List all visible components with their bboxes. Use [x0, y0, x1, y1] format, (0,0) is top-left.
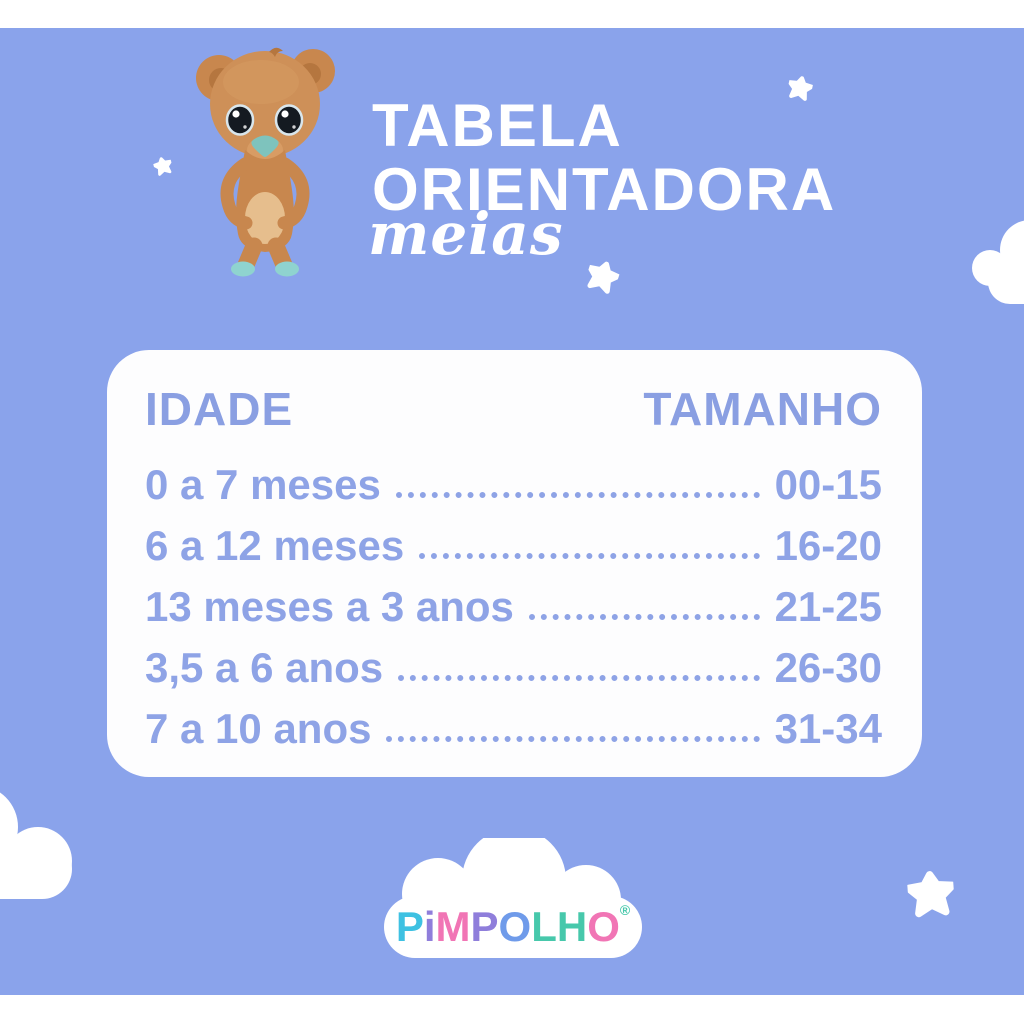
dotted-leader — [395, 492, 760, 498]
bear-legs-socks — [231, 237, 299, 277]
table-row: 3,5 a 6 anos 26-30 — [145, 637, 882, 698]
size-value: 26-30 — [774, 644, 882, 692]
size-value: 16-20 — [774, 522, 882, 570]
star-icon — [787, 76, 814, 101]
registered-trademark-icon: ® — [619, 902, 631, 918]
title-line-2: ORIENTADORA — [372, 156, 837, 223]
table-row: 0 a 7 meses 00-15 — [145, 454, 882, 515]
bear-body — [220, 150, 310, 252]
star-icon — [906, 871, 956, 918]
age-label: 3,5 a 6 anos — [145, 644, 384, 692]
dotted-leader — [386, 736, 760, 742]
age-label: 0 a 7 meses — [145, 461, 381, 509]
page-title: TABELA ORIENTADORA — [372, 94, 836, 222]
teddy-bear-mascot — [196, 47, 335, 277]
logo-letter: O — [587, 903, 620, 950]
column-header-tamanho: TAMANHO — [643, 383, 882, 435]
cloud-icon — [972, 220, 1024, 304]
star-icon — [152, 157, 173, 176]
dotted-leader — [398, 675, 760, 681]
cloud-icon — [384, 838, 642, 958]
logo-letter: P — [395, 903, 424, 950]
column-header-idade: IDADE — [145, 383, 294, 435]
logo-letter: M — [435, 903, 471, 950]
age-label: 6 a 12 meses — [145, 522, 405, 570]
cloud-icon — [0, 792, 72, 899]
dotted-leader — [528, 614, 760, 620]
brand-cloud: PiMPOLHO® — [374, 838, 652, 960]
bear-muzzle — [247, 135, 283, 163]
logo-letter: H — [556, 903, 588, 950]
poster-background: TABELA ORIENTADORA meias IDADE TAMANHO 0… — [0, 28, 1024, 995]
size-value: 21-25 — [774, 583, 882, 631]
logo-letter: O — [498, 903, 532, 950]
table-row: 7 a 10 anos 31-34 — [145, 698, 882, 759]
table-header-row: IDADE TAMANHO — [145, 384, 882, 434]
age-label: 13 meses a 3 anos — [145, 583, 514, 631]
age-label: 7 a 10 anos — [145, 705, 372, 753]
table-row: 13 meses a 3 anos 21-25 — [145, 576, 882, 637]
table-row: 6 a 12 meses 16-20 — [145, 515, 882, 576]
logo-letter: P — [470, 903, 499, 950]
logo-letter: L — [531, 903, 557, 950]
size-table-card: IDADE TAMANHO 0 a 7 meses 00-15 6 a 12 m… — [107, 350, 922, 777]
subtitle-meias: meias — [368, 200, 564, 268]
dotted-leader — [419, 553, 760, 559]
pimpolho-logo: PiMPOLHO® — [374, 888, 652, 949]
size-value: 00-15 — [774, 461, 882, 509]
title-line-1: TABELA — [372, 92, 623, 159]
size-value: 31-34 — [774, 705, 882, 753]
logo-letter: i — [423, 903, 436, 950]
star-icon — [587, 261, 621, 294]
bear-eyes — [225, 104, 304, 136]
